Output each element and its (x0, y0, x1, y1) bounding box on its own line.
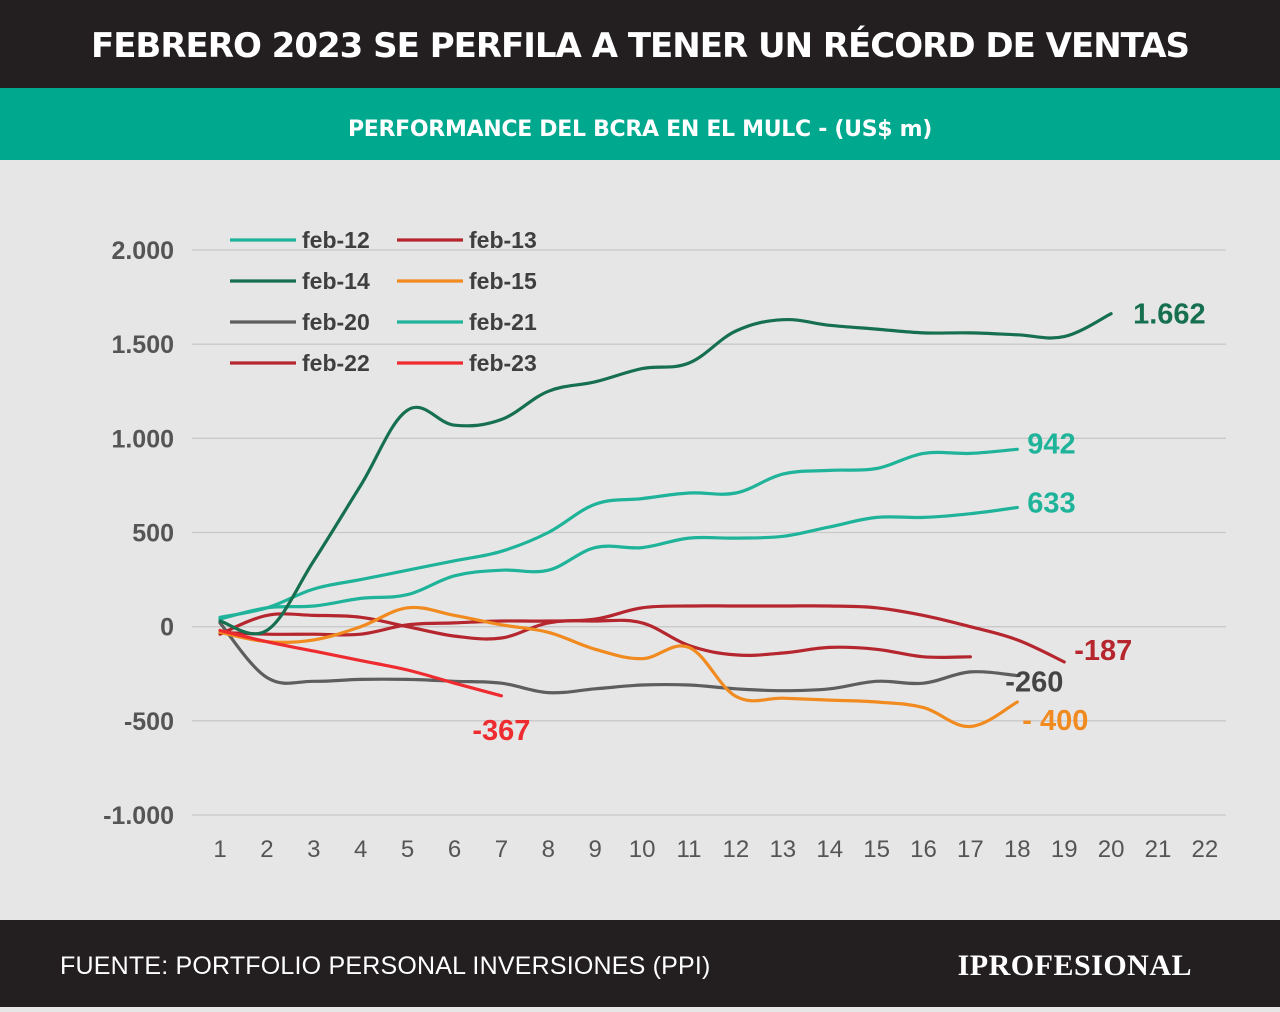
legend-label-feb-22: feb-22 (302, 350, 370, 376)
y-tick-label: 500 (132, 520, 174, 548)
end-label-feb-14: 1.662 (1133, 299, 1206, 331)
y-tick-label: -500 (124, 708, 174, 736)
x-tick-label: 14 (816, 836, 843, 863)
x-tick-label: 21 (1145, 836, 1172, 863)
end-label-feb-15: - 400 (1022, 705, 1088, 737)
legend-label-feb-20: feb-20 (302, 309, 370, 335)
x-tick-label: 6 (448, 836, 461, 863)
y-tick-label: -1.000 (103, 802, 174, 830)
series-lines (218, 312, 1113, 729)
series-line-feb-20 (218, 621, 1019, 695)
x-tick-label: 2 (260, 836, 273, 863)
series-line-feb-23 (218, 628, 503, 698)
x-tick-label: 5 (401, 836, 414, 863)
series-line-feb-22 (218, 604, 1066, 664)
x-tick-label: 18 (1004, 836, 1031, 863)
brand-logo: IPROFESIONAL (957, 949, 1192, 982)
x-tick-label: 16 (910, 836, 937, 863)
legend-label-feb-23: feb-23 (469, 350, 537, 376)
legend-label-feb-12: feb-12 (302, 227, 370, 253)
end-labels: 942 1.662 - 400 -260 633 -187 -367 (472, 299, 1205, 747)
x-tick-label: 17 (957, 836, 984, 863)
legend-label-feb-14: feb-14 (302, 268, 370, 294)
series-line-feb-13 (218, 612, 972, 660)
y-tick-label: 2.000 (111, 237, 174, 265)
header-bar (0, 0, 1280, 88)
x-tick-label: 9 (589, 836, 602, 863)
source-note: FUENTE: PORTFOLIO PERSONAL INVERSIONES (… (60, 952, 711, 980)
x-tick-label: 20 (1098, 836, 1125, 863)
end-label-feb-23: -367 (472, 715, 530, 747)
legend-label-feb-21: feb-21 (469, 309, 537, 335)
x-tick-label: 1 (213, 836, 226, 863)
x-tick-label: 4 (354, 836, 367, 863)
page-title: FEBRERO 2023 SE PERFILA A TENER UN RÉCOR… (90, 26, 1190, 66)
end-label-feb-12: 942 (1027, 428, 1075, 460)
series-line-feb-12 (218, 447, 1019, 619)
end-label-feb-20: -260 (1005, 667, 1063, 699)
x-tick-label: 7 (495, 836, 508, 863)
legend-label-feb-13: feb-13 (469, 227, 537, 253)
series-line-feb-21 (218, 505, 1019, 621)
y-tick-label: 1.500 (111, 331, 174, 359)
legend: feb-12 feb-13 feb-14 feb-15 feb-20 feb-21 feb-… (230, 227, 537, 376)
x-tick-label: 15 (863, 836, 890, 863)
legend-label-feb-15: feb-15 (469, 268, 537, 294)
series-line-feb-15 (218, 605, 1019, 729)
y-axis-ticks: 2.000 1.500 1.000 500 0 -500 -1.000 (103, 237, 174, 830)
x-tick-label: 11 (677, 836, 702, 863)
x-tick-label: 12 (723, 836, 750, 863)
end-label-feb-21: 633 (1027, 487, 1075, 519)
x-tick-label: 10 (629, 836, 656, 863)
y-tick-label: 0 (160, 614, 174, 642)
x-tick-label: 3 (307, 836, 320, 863)
footer-bar (0, 920, 1280, 1007)
x-tick-label: 22 (1192, 836, 1219, 863)
y-tick-label: 1.000 (111, 425, 174, 453)
x-tick-label: 13 (769, 836, 796, 863)
subheader-bar (0, 88, 1280, 160)
end-label-feb-22: -187 (1074, 635, 1132, 667)
x-tick-label: 19 (1051, 836, 1078, 863)
x-tick-label: 8 (542, 836, 555, 863)
chart-title: PERFORMANCE DEL BCRA EN EL MULC - (US$ m… (347, 117, 933, 142)
x-axis-ticks: 1 2 3 4 5 6 7 8 9 10 11 12 13 14 15 16 17 18 19 20 21 22 (213, 836, 1218, 863)
series-line-feb-14 (218, 312, 1113, 636)
